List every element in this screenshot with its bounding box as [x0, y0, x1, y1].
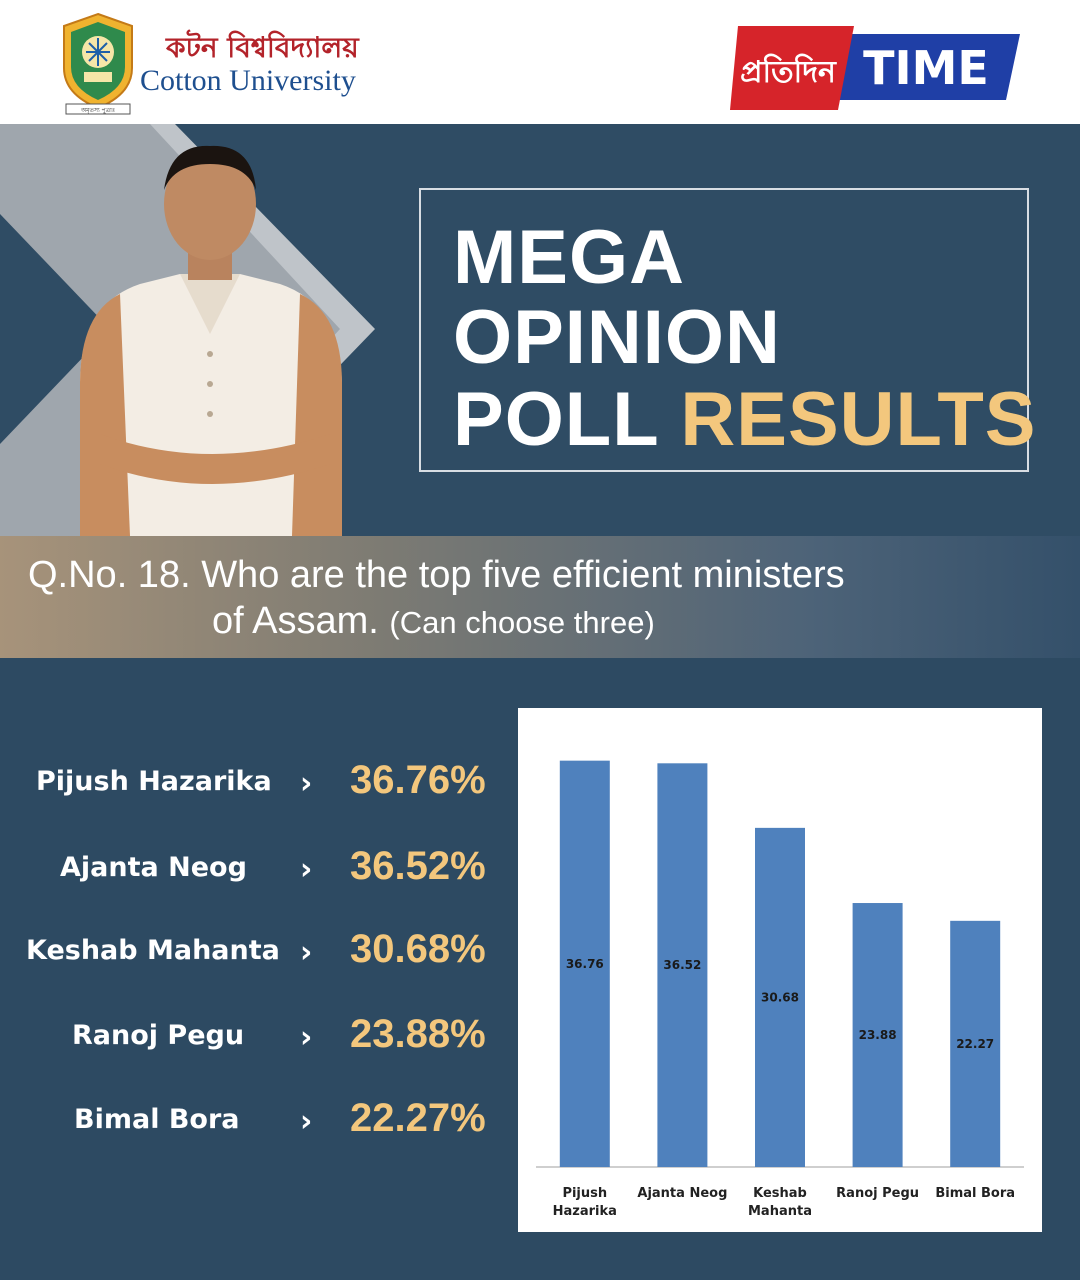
- question-text-end: of Assam.: [212, 600, 379, 642]
- bar-data-label: 23.88: [859, 1028, 897, 1042]
- bar: [852, 903, 903, 1167]
- cotton-university-emblem-icon: অমৃতস্য পুত্ৰাঃ: [63, 12, 133, 115]
- university-name-english: Cotton University: [140, 64, 356, 97]
- results-list: Pijush Hazarika › 36.76% Ajanta Neog › 3…: [0, 740, 510, 1170]
- list-item: Ajanta Neog › 36.52%: [0, 840, 510, 900]
- question-note: (Can choose three): [389, 605, 655, 640]
- x-tick-label: Hazarika: [553, 1204, 617, 1219]
- title-line-3: POLL RESULTS: [453, 382, 1036, 458]
- minister-name: Bimal Bora: [74, 1104, 240, 1135]
- list-item: Bimal Bora › 22.27%: [0, 1092, 510, 1152]
- title-results: RESULTS: [680, 377, 1037, 462]
- x-tick-label: Ajanta Neog: [637, 1186, 727, 1201]
- question-banner: Q.No. 18. Who are the top five efficient…: [0, 536, 1080, 658]
- logo-time-text: TIME: [863, 41, 989, 95]
- x-tick-label: Ranoj Pegu: [836, 1186, 919, 1201]
- header-bar: অমৃতস্য পুত্ৰাঃ কটন বিশ্ববিদ্যালয় Cotto…: [0, 0, 1080, 124]
- chevron-right-icon: ›: [300, 766, 313, 801]
- minister-name: Pijush Hazarika: [36, 766, 272, 797]
- bar: [559, 760, 610, 1167]
- bar-chart: 36.76 Pijush Hazarika 36.52 Ajanta Neog 30.68…: [536, 760, 1024, 1219]
- bar-data-label: 36.76: [566, 957, 604, 971]
- emblem-motto: অমৃতস্য পুত্ৰাঃ: [80, 107, 115, 114]
- hero-section: MEGA OPINION POLL RESULTS: [0, 124, 1080, 536]
- question-text-line-1: Q.No. 18. Who are the top five efficient…: [28, 554, 845, 596]
- title-box: MEGA OPINION POLL RESULTS: [419, 188, 1035, 472]
- bar: [950, 920, 1001, 1167]
- pratidin-time-logo: প্ৰতিদিন TIME: [730, 26, 1020, 110]
- minister-percentage: 30.68%: [350, 927, 486, 971]
- question-text-line-2: of Assam. (Can choose three): [212, 600, 655, 643]
- list-item: Pijush Hazarika › 36.76%: [0, 754, 510, 814]
- list-item: Keshab Mahanta › 30.68%: [0, 923, 510, 983]
- minister-percentage: 36.52%: [350, 844, 486, 888]
- bar-data-label: 22.27: [956, 1037, 994, 1051]
- title-line-2: OPINION: [453, 295, 781, 380]
- logo-bengali-text: প্ৰতিদিন: [740, 53, 837, 90]
- bar-data-label: 36.52: [663, 958, 701, 972]
- university-name-bengali: কটন বিশ্ববিদ্যালয়: [166, 31, 359, 64]
- minister-name: Ranoj Pegu: [72, 1020, 245, 1051]
- title-poll: POLL: [453, 377, 681, 462]
- bar: [657, 763, 708, 1167]
- chevron-right-icon: ›: [300, 852, 313, 887]
- minister-portrait-image: [80, 145, 342, 536]
- bar-data-label: 30.68: [761, 990, 799, 1004]
- x-tick-label: Pijush: [562, 1186, 607, 1201]
- x-tick-label: Keshab: [753, 1186, 807, 1201]
- minister-percentage: 23.88%: [350, 1012, 486, 1056]
- list-item: Ranoj Pegu › 23.88%: [0, 1008, 510, 1068]
- x-tick-label: Mahanta: [748, 1204, 812, 1219]
- chevron-right-icon: ›: [300, 1104, 313, 1139]
- bar-chart-card: 36.76 Pijush Hazarika 36.52 Ajanta Neog 30.68…: [518, 708, 1042, 1232]
- minister-percentage: 22.27%: [350, 1096, 486, 1140]
- chevron-right-icon: ›: [300, 935, 313, 970]
- minister-percentage: 36.76%: [350, 758, 486, 802]
- title-line-1: MEGA: [453, 215, 685, 300]
- bar: [755, 827, 805, 1167]
- minister-name: Keshab Mahanta: [26, 935, 280, 966]
- x-tick-label: Bimal Bora: [935, 1186, 1015, 1201]
- minister-name: Ajanta Neog: [60, 852, 247, 883]
- chevron-right-icon: ›: [300, 1020, 313, 1055]
